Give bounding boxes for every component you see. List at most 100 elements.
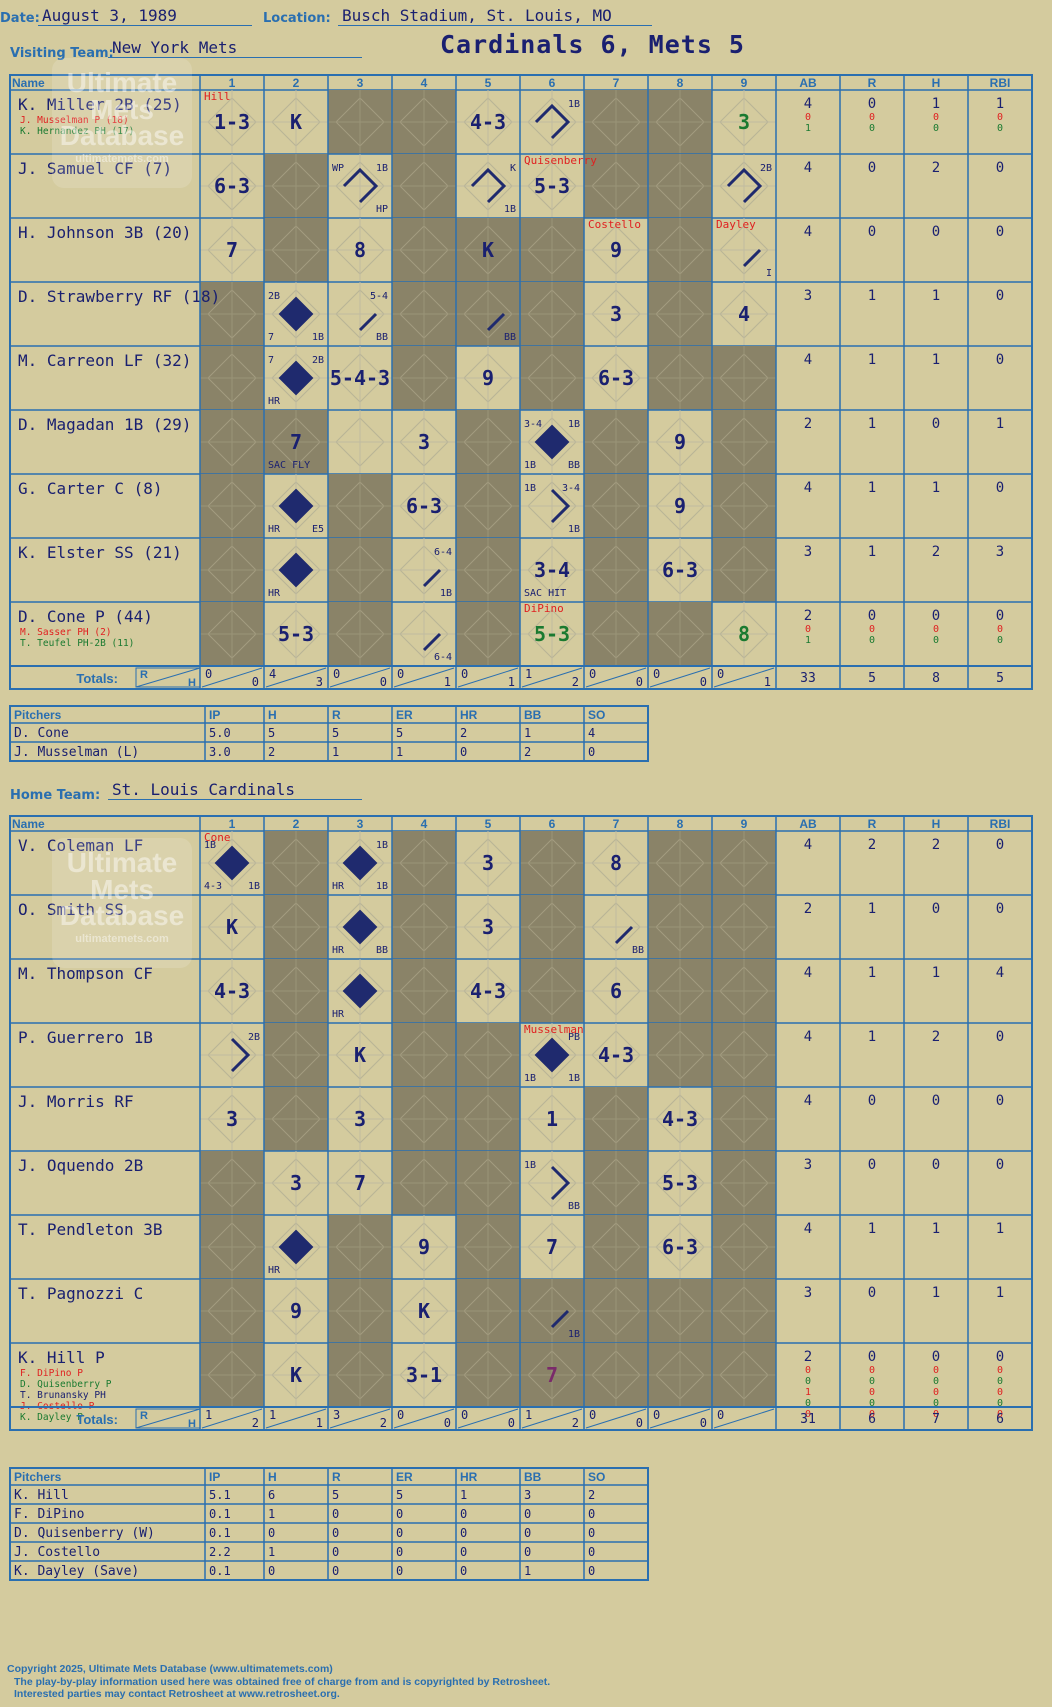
home-stat-value: 4 [804, 1221, 812, 1237]
home-pitcher-name: D. Quisenberry (W) [14, 1526, 155, 1541]
visitors-inning-total-slash [393, 667, 455, 688]
visitors-stat-value: 3 [804, 288, 812, 304]
home-pitcher-stat: 0 [396, 1545, 403, 1559]
home-header-inning-8: 8 [677, 817, 684, 831]
home-sub-player: T. Brunansky PH [20, 1390, 106, 1401]
home-baserunner-path [230, 1037, 251, 1073]
home-sub-stat: 0 [997, 1398, 1003, 1409]
home-sub-stat: 0 [869, 1398, 875, 1409]
visitors-header-inning-8: 8 [677, 76, 684, 90]
home-header-inning-1: 1 [229, 817, 236, 831]
game-date: August 3, 1989 [38, 6, 252, 26]
home-play-mark: 9 [418, 1235, 430, 1259]
home-stat-value: 3 [804, 1157, 812, 1173]
home-stat-value: 2 [868, 837, 876, 853]
visitors-totals-slash [135, 667, 201, 688]
visitors-inning-hits: 1 [444, 675, 451, 689]
visitors-pitcher-stat: 5 [396, 726, 403, 740]
home-player-name: T. Pendleton 3B [18, 1220, 163, 1239]
home-stat-value: 0 [996, 1349, 1004, 1365]
home-play-mark: 4-3 [214, 979, 250, 1003]
home-play-note: 1B [248, 881, 260, 892]
visitors-play-note: E5 [312, 524, 324, 535]
home-pitcher-stat: 0 [588, 1526, 595, 1540]
visitors-pitcher-stat: 2 [524, 745, 531, 759]
visitors-sub-stat: 0 [869, 635, 875, 646]
visitors-stat-value: 1 [932, 480, 940, 496]
visiting-team-name: New York Mets [108, 38, 362, 58]
visitors-header-inning-7: 7 [613, 76, 620, 90]
visitors-stat-value: 1 [868, 288, 876, 304]
home-play-note: BB [568, 1201, 580, 1212]
home-stat-value: 1 [868, 901, 876, 917]
home-pitcher-stat: 5.1 [209, 1488, 231, 1502]
home-play-note: 1B [524, 1073, 536, 1084]
home-pitcher-name: K. Dayley (Save) [14, 1564, 139, 1579]
home-pitcher-name: F. DiPino [14, 1507, 84, 1522]
visitors-player-name: M. Carreon LF (32) [18, 351, 191, 370]
home-stat-value: 1 [868, 1221, 876, 1237]
home-totals-slash [135, 1408, 201, 1429]
visitors-play-note: 1B [312, 332, 324, 343]
watermark-line-4: ultimatemets.com [75, 932, 169, 945]
home-play-note: 1B [376, 840, 388, 851]
home-pitcher-stat: 1 [460, 1488, 467, 1502]
visitors-total-stat: 5 [996, 671, 1004, 686]
visitors-stat-value: 0 [996, 288, 1004, 304]
visitors-sub-stat: 1 [805, 635, 811, 646]
visitors-play-note: 2B [312, 355, 324, 366]
visitors-play-note: BB [376, 332, 388, 343]
home-pitcher-stat: 0 [396, 1564, 403, 1578]
visitors-inning-hits: 3 [316, 675, 323, 689]
home-pitcher-change: Musselman [524, 1023, 584, 1036]
visitors-header-name: Name [12, 76, 45, 90]
visitors-inning-runs: 0 [205, 667, 212, 681]
home-inning-runs: 3 [333, 1408, 340, 1422]
visitors-baserunner-path [550, 488, 571, 524]
home-pitcher-stat: 0 [332, 1564, 339, 1578]
home-pitcher-stat: 0.1 [209, 1526, 231, 1540]
visitors-player-name: J. Samuel CF (7) [18, 159, 172, 178]
visitors-stat-value: 4 [804, 224, 812, 240]
footer-copyright: Copyright 2025, Ultimate Mets Database (… [7, 1663, 333, 1675]
visitors-baserunner-path [486, 312, 506, 332]
home-inning-hits: 0 [444, 1416, 451, 1430]
visitors-stat-value: 1 [996, 416, 1004, 432]
visitors-inning-total-slash [585, 667, 647, 688]
home-pitcher-stat: 1 [524, 1564, 531, 1578]
visitors-totals-rh-box [135, 667, 201, 688]
home-inning-total-slash [713, 1408, 775, 1429]
visitors-total-stat: 33 [800, 671, 816, 686]
home-baserunner-path [550, 1165, 571, 1201]
home-play-mark: 3 [482, 915, 494, 939]
visitors-play-note: 2B [760, 163, 772, 174]
home-sub-stat: 0 [997, 1409, 1003, 1420]
visitors-play-mark: 8 [354, 238, 366, 262]
home-header-inning-3: 3 [357, 817, 364, 831]
home-pitcher-stat: 0 [268, 1526, 275, 1540]
visitors-stat-value: 0 [996, 160, 1004, 176]
home-pitcher-stat: 0 [460, 1526, 467, 1540]
watermark-line-1: Ultimate [66, 67, 178, 98]
home-header-r: R [868, 817, 877, 831]
home-player-name: T. Pagnozzi C [18, 1284, 143, 1303]
visitors-sub-stat: 0 [933, 624, 939, 635]
visitors-play-mark: 3 [610, 302, 622, 326]
visitors-stat-value: 0 [932, 608, 940, 624]
visitors-inning-hits: 0 [380, 675, 387, 689]
home-header-h: H [932, 817, 941, 831]
home-sub-stat: 0 [933, 1387, 939, 1398]
visitors-run-scored-diamond [278, 360, 314, 396]
home-stat-value: 1 [932, 965, 940, 981]
visitors-inning-hits: 0 [636, 675, 643, 689]
visitors-sub-player: J. Musselman P (18) [20, 115, 129, 126]
home-inning-runs: 0 [717, 1408, 724, 1422]
watermark-line-3: Database [59, 120, 185, 152]
visitors-header-inning-6: 6 [549, 76, 556, 90]
home-inning-hits: 2 [252, 1416, 259, 1430]
visitors-baserunner-path [342, 167, 379, 204]
visitors-player-name: D. Cone P (44) [18, 607, 153, 626]
home-pitcher-stat: 0 [524, 1526, 531, 1540]
home-stat-value: 2 [804, 1349, 812, 1365]
home-stat-value: 1 [996, 1221, 1004, 1237]
